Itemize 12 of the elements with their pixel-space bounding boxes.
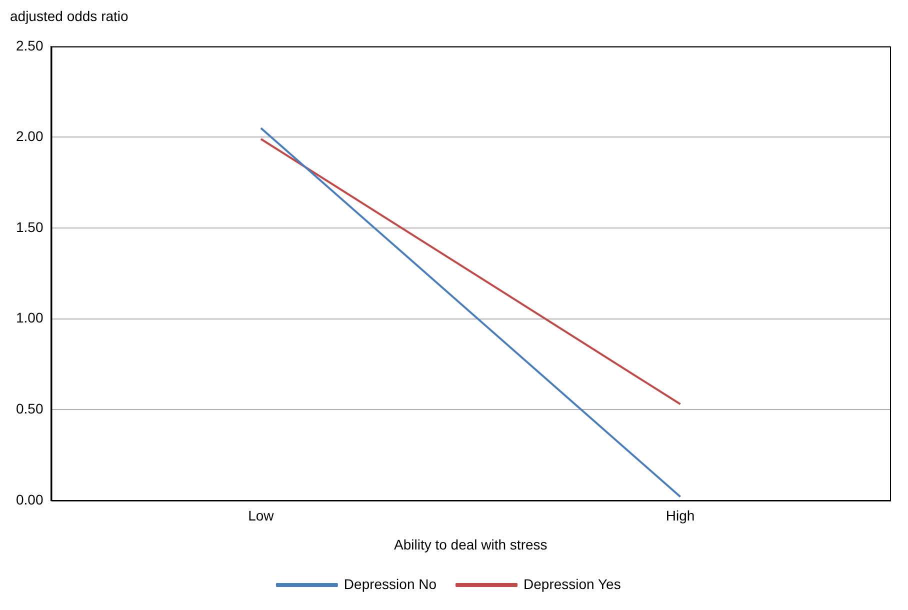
y-tick-label: 1.50 [16,218,44,235]
x-tick-label: High [666,508,695,524]
y-tick-label: 0.50 [16,400,44,416]
legend-label: Depression No [344,576,437,592]
legend-label: Depression Yes [524,576,621,592]
y-tick-label: 0.00 [16,491,44,508]
y-tick-label: 2.50 [16,37,44,54]
x-axis-title: Ability to deal with stress [394,536,548,552]
x-tick-label: Low [248,508,275,524]
y-tick-label: 1.00 [16,310,44,326]
y-tick-label: 2.00 [16,128,44,144]
y-axis-title: adjusted odds ratio [9,8,130,26]
